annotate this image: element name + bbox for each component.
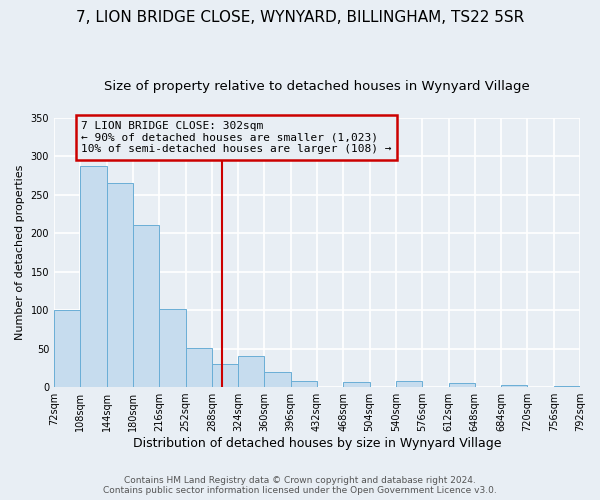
Bar bbox=[238, 356, 265, 387]
Bar bbox=[54, 310, 80, 387]
Bar bbox=[159, 308, 185, 387]
Bar bbox=[265, 372, 291, 387]
Text: 7, LION BRIDGE CLOSE, WYNYARD, BILLINGHAM, TS22 5SR: 7, LION BRIDGE CLOSE, WYNYARD, BILLINGHA… bbox=[76, 10, 524, 25]
Bar bbox=[396, 381, 422, 387]
Y-axis label: Number of detached properties: Number of detached properties bbox=[15, 164, 25, 340]
Bar bbox=[449, 383, 475, 387]
Bar bbox=[107, 183, 133, 387]
Bar bbox=[501, 385, 527, 387]
Bar bbox=[343, 382, 370, 387]
Text: Contains HM Land Registry data © Crown copyright and database right 2024.
Contai: Contains HM Land Registry data © Crown c… bbox=[103, 476, 497, 495]
Bar bbox=[133, 224, 159, 387]
Bar bbox=[80, 166, 107, 387]
Bar bbox=[554, 386, 580, 387]
Bar bbox=[212, 364, 238, 387]
Bar bbox=[185, 348, 212, 387]
X-axis label: Distribution of detached houses by size in Wynyard Village: Distribution of detached houses by size … bbox=[133, 437, 501, 450]
Bar bbox=[291, 381, 317, 387]
Title: Size of property relative to detached houses in Wynyard Village: Size of property relative to detached ho… bbox=[104, 80, 530, 93]
Text: 7 LION BRIDGE CLOSE: 302sqm
← 90% of detached houses are smaller (1,023)
10% of : 7 LION BRIDGE CLOSE: 302sqm ← 90% of det… bbox=[81, 121, 392, 154]
